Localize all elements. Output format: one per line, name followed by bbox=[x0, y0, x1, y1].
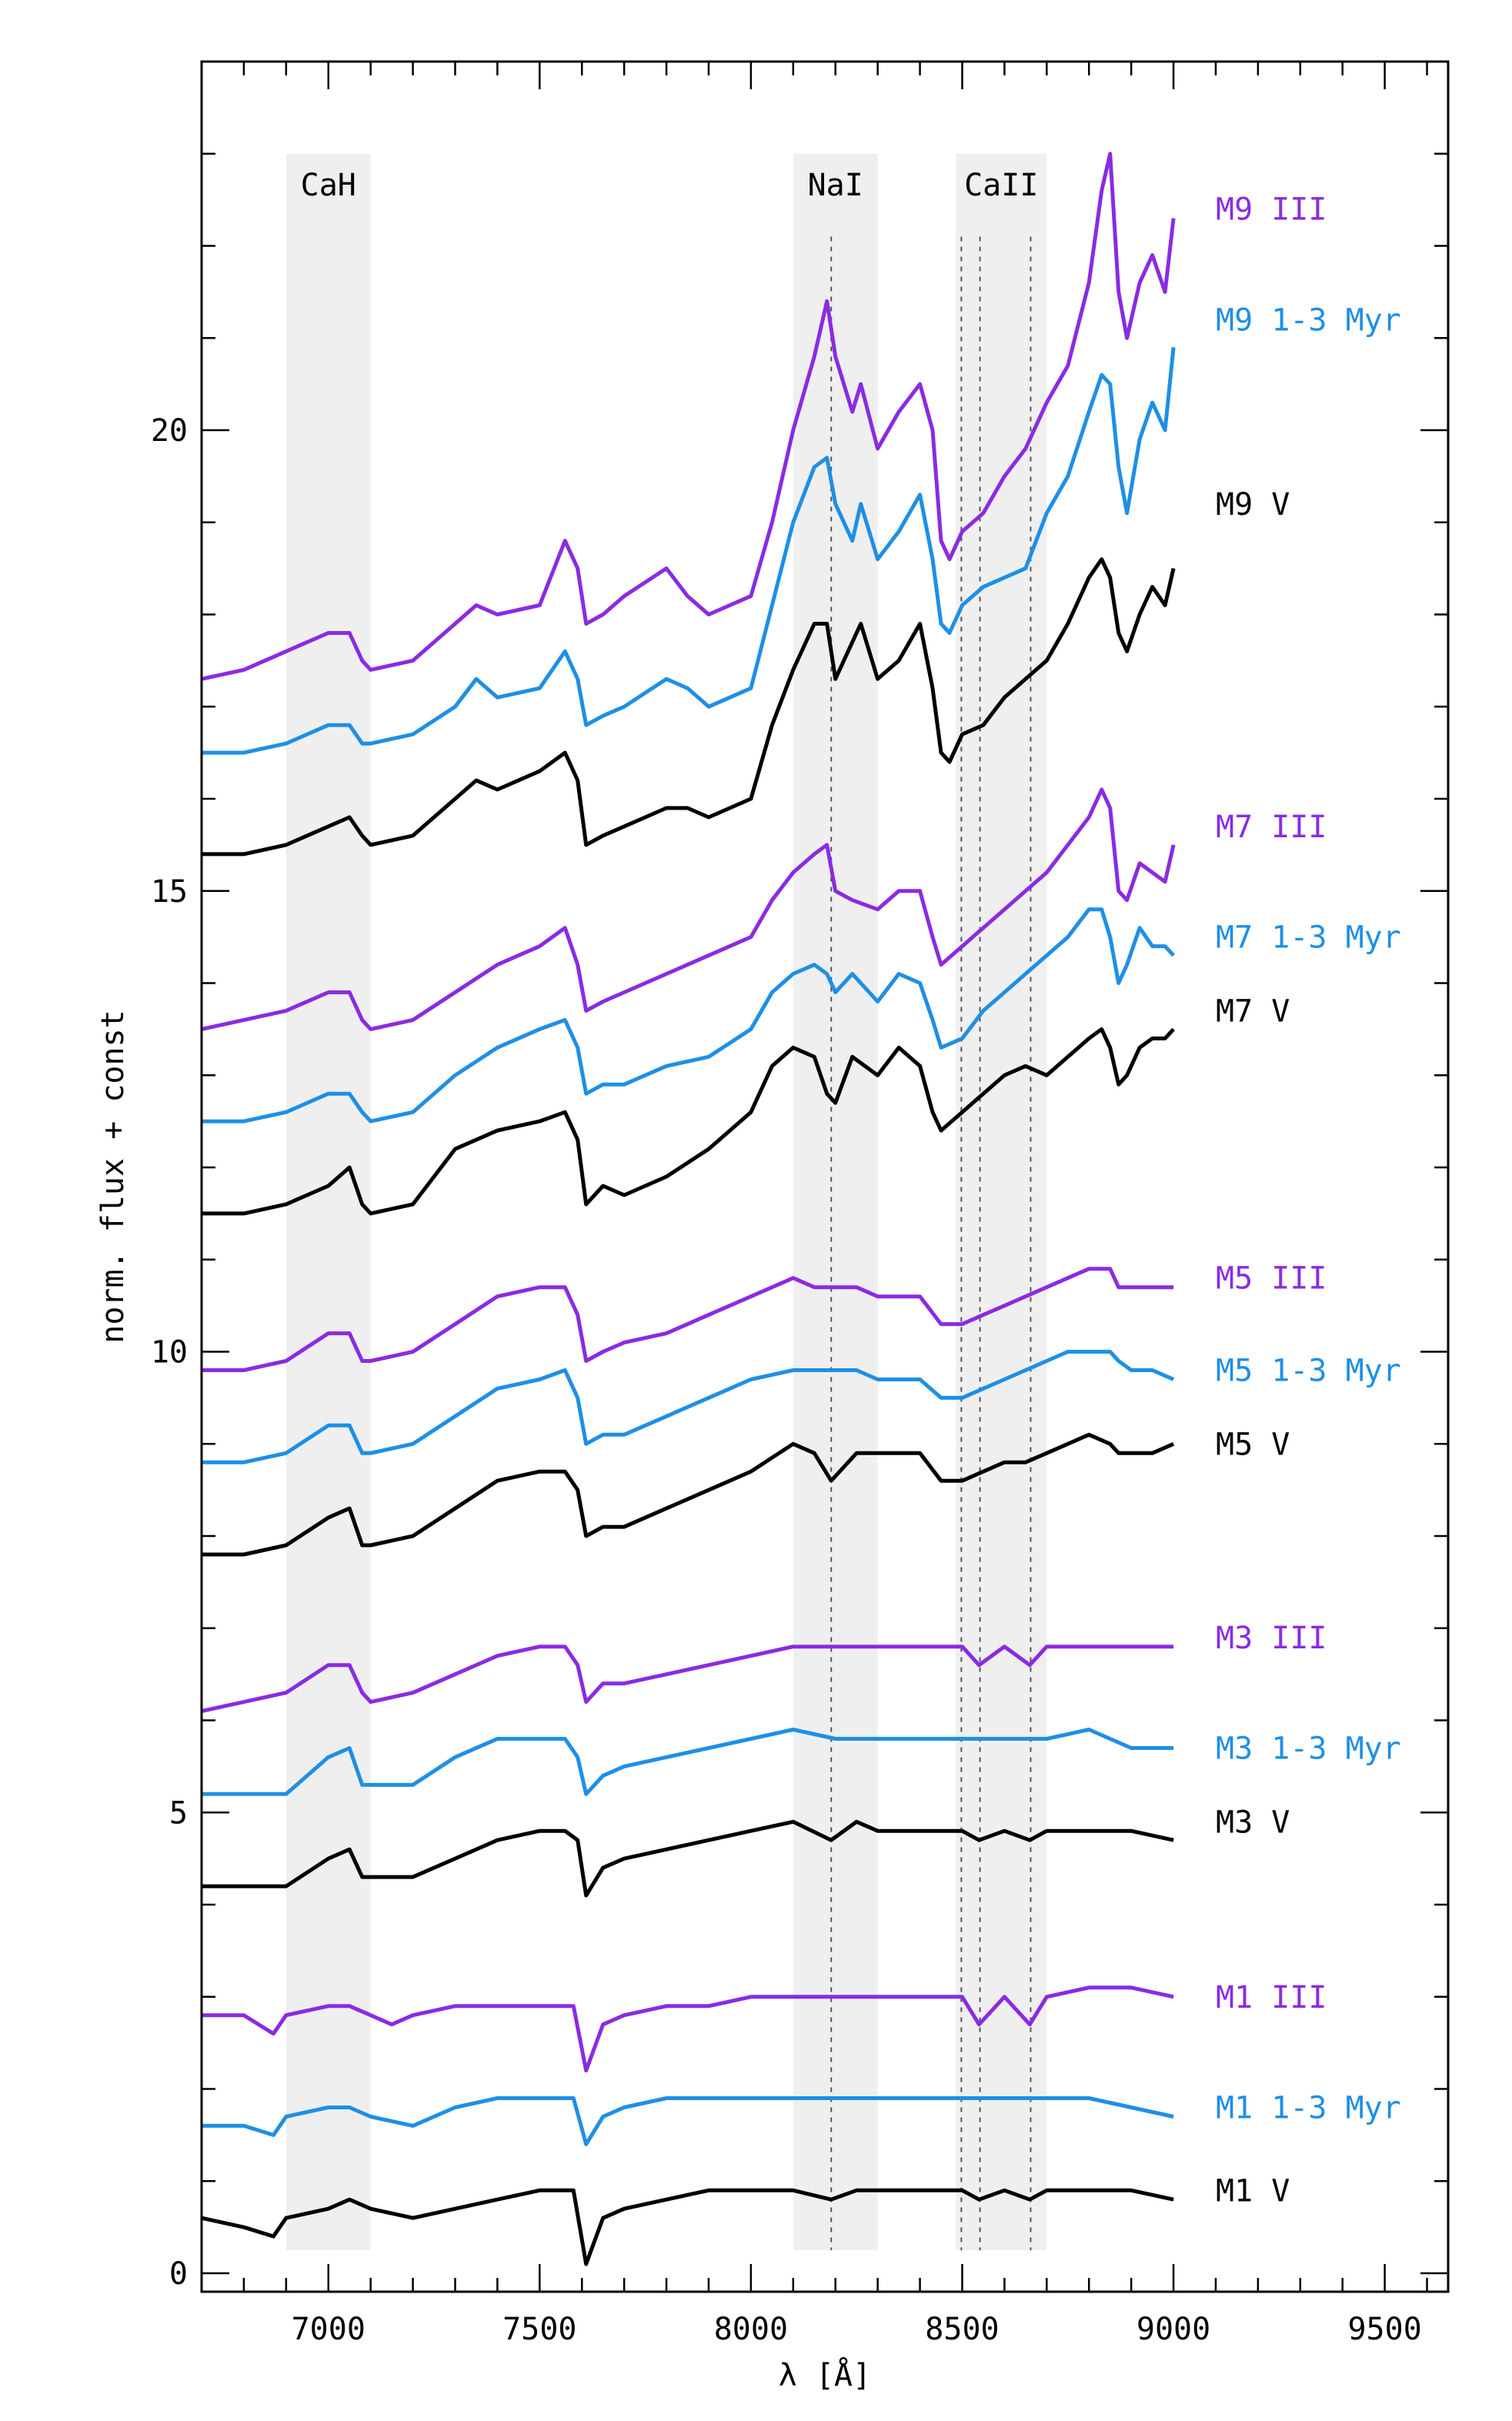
series-line-m5-1-3-myr bbox=[202, 1350, 1175, 1464]
band-label-caii: CaII bbox=[964, 168, 1038, 203]
series-line-m1-1-3-myr bbox=[202, 2096, 1174, 2146]
series-label-m5-v: M5 V bbox=[1216, 1427, 1290, 1462]
band-nai bbox=[793, 153, 878, 2251]
x-tick-label: 9000 bbox=[1137, 2312, 1210, 2347]
series-line-m5-iii bbox=[202, 1267, 1174, 1372]
series-line-m7-iii bbox=[201, 787, 1176, 1031]
series-line-m1-iii bbox=[202, 1985, 1174, 2073]
x-tick-label: 8000 bbox=[714, 2312, 788, 2347]
y-tick-label: 10 bbox=[151, 1335, 188, 1371]
series-line-m7-1-3-myr bbox=[202, 907, 1175, 1124]
series-label-m1-1-3-myr: M1 1-3 Myr bbox=[1216, 2090, 1401, 2125]
x-axis-title: λ [Å] bbox=[779, 2356, 871, 2393]
band-label-cah: CaH bbox=[301, 168, 356, 203]
series-line-m7-v bbox=[202, 1027, 1175, 1216]
series-label-layer: M9 III M9 1-3 Myr M9 V M7 III M7 1-3 Myr M7 V… bbox=[1216, 192, 1401, 2209]
series-line-m9-1-3-myr bbox=[202, 346, 1176, 755]
series-line-m1-v bbox=[201, 2188, 1174, 2266]
plot-frame bbox=[200, 60, 1450, 2293]
x-tick-label: 8500 bbox=[925, 2312, 999, 2347]
x-tick-label: 7500 bbox=[502, 2312, 576, 2347]
series-label-m1-v: M1 V bbox=[1216, 2173, 1290, 2209]
y-tick-label: 20 bbox=[151, 413, 188, 449]
x-tick-label: 9500 bbox=[1347, 2312, 1421, 2347]
series-label-m7-1-3-myr: M7 1-3 Myr bbox=[1216, 920, 1401, 956]
series-line-m3-iii bbox=[201, 1645, 1174, 1714]
series-label-m9-iii: M9 III bbox=[1216, 192, 1327, 228]
y-axis-title: norm. flux + const bbox=[95, 1010, 131, 1343]
series-label-m9-1-3-myr: M9 1-3 Myr bbox=[1216, 302, 1401, 338]
x-tick-label: 7000 bbox=[292, 2312, 365, 2347]
series-label-m5-1-3-myr: M5 1-3 Myr bbox=[1216, 1353, 1401, 1388]
series-label-m7-iii: M7 III bbox=[1216, 810, 1327, 845]
series-line-m9-v bbox=[202, 557, 1176, 857]
series-label-m5-iii: M5 III bbox=[1216, 1261, 1327, 1297]
series-label-m1-iii: M1 III bbox=[1216, 1980, 1327, 2015]
series-label-m9-v: M9 V bbox=[1216, 487, 1290, 523]
series-line-m9-iii bbox=[201, 152, 1176, 681]
series-line-m3-v bbox=[202, 1819, 1174, 1898]
y-tick-label: 5 bbox=[169, 1795, 188, 1831]
series-line-m3-1-3-myr bbox=[202, 1728, 1174, 1796]
series-label-m3-v: M3 V bbox=[1216, 1805, 1290, 1840]
series-line-m5-v bbox=[202, 1432, 1175, 1557]
band-layer: CaH NaI CaII bbox=[285, 153, 1047, 2251]
band-label-nai: NaI bbox=[808, 168, 863, 203]
series-layer bbox=[201, 152, 1176, 2266]
series-label-m3-1-3-myr: M3 1-3 Myr bbox=[1216, 1731, 1401, 1766]
tick-layer: 7000 7500 8000 8500 9000 9500 0 5 10 15 20 bbox=[151, 60, 1448, 2347]
band-cah bbox=[285, 153, 371, 2251]
band-caii bbox=[956, 153, 1047, 2251]
y-tick-label: 0 bbox=[169, 2256, 188, 2292]
series-label-m3-iii: M3 III bbox=[1216, 1621, 1327, 1656]
series-label-m7-v: M7 V bbox=[1216, 993, 1290, 1029]
y-tick-label: 15 bbox=[151, 874, 188, 910]
